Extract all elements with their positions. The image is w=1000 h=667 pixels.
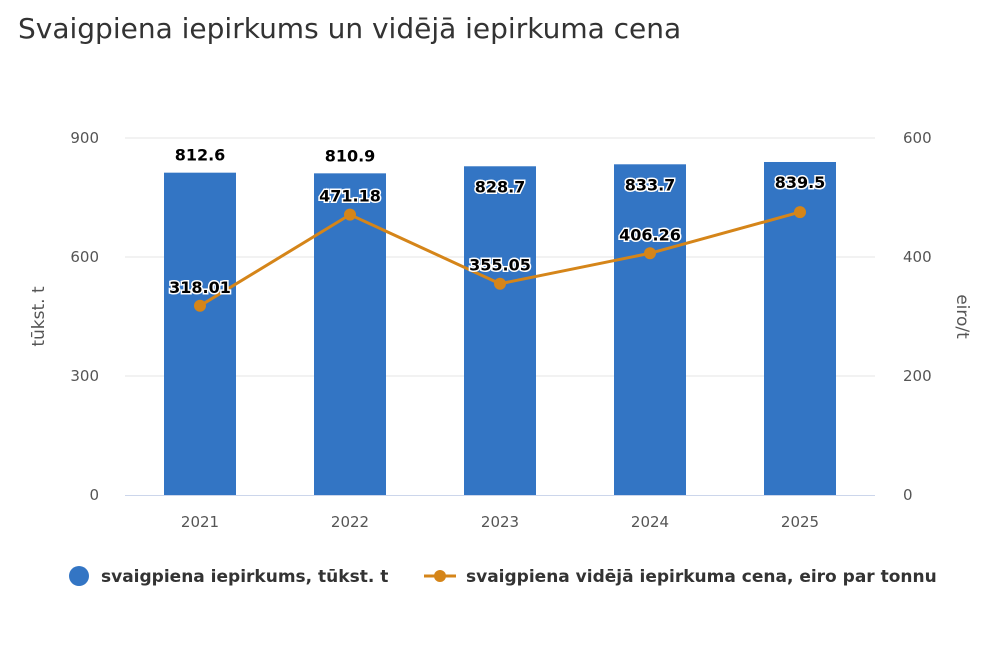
y-left-tick-label: 300 bbox=[70, 367, 99, 385]
x-tick-label: 2021 bbox=[181, 513, 219, 531]
line-point bbox=[194, 299, 206, 312]
data-labels: 812.6 810.9 828.7 833.7 839.5 318.01 471.18 355… bbox=[168, 146, 827, 299]
line-point bbox=[494, 277, 506, 290]
x-tick-label: 2022 bbox=[331, 513, 369, 531]
bar bbox=[164, 172, 236, 495]
line-data-label: 355.05 bbox=[469, 256, 531, 275]
line-point bbox=[794, 206, 806, 219]
bar-data-label: 828.7 bbox=[475, 177, 526, 196]
legend: svaigpiena iepirkums, tūkst. t svaigpiena… bbox=[69, 566, 937, 587]
legend-line-dot bbox=[434, 570, 446, 582]
bar-data-label: 812.6 bbox=[175, 146, 226, 165]
bar bbox=[464, 166, 536, 495]
y-right-axis-title: eiro/t bbox=[952, 294, 972, 339]
line-series bbox=[194, 206, 806, 312]
bar-data-label: 833.7 bbox=[625, 175, 676, 194]
y-left-tick-label: 0 bbox=[89, 486, 99, 504]
bar-data-label: 839.5 bbox=[775, 173, 826, 192]
y-right-tick-label: 600 bbox=[903, 129, 932, 147]
chart-title: Svaigpiena iepirkums un vidējā iepirkuma… bbox=[18, 12, 682, 45]
y-right-tick-label: 400 bbox=[903, 248, 932, 266]
x-tick-label: 2023 bbox=[481, 513, 519, 531]
line-data-label: 318.01 bbox=[169, 278, 231, 297]
line-data-label: 406.26 bbox=[619, 225, 681, 244]
y-right-tick-label: 200 bbox=[903, 367, 932, 385]
line-data-label: 471.18 bbox=[319, 187, 381, 206]
bar-series bbox=[164, 161, 836, 495]
line-point bbox=[344, 208, 356, 221]
legend-line-label: svaigpiena vidējā iepirkuma cena, eiro p… bbox=[466, 567, 937, 587]
y-right-tick-label: 0 bbox=[903, 486, 913, 504]
legend-bar-label: svaigpiena iepirkums, tūkst. t bbox=[101, 567, 388, 587]
y-left-axis-title: tūkst. t bbox=[29, 286, 49, 347]
legend-bar-marker bbox=[69, 566, 89, 586]
y-left-tick-label: 600 bbox=[70, 248, 99, 266]
bar bbox=[614, 164, 686, 495]
bar bbox=[314, 173, 386, 495]
bar-data-label: 810.9 bbox=[325, 146, 376, 165]
x-tick-label: 2025 bbox=[781, 513, 819, 531]
y-left-tick-label: 900 bbox=[70, 129, 99, 147]
axes: 0 300 600 900 0 200 400 600 2021 2022 2023 2024 2025… bbox=[29, 129, 972, 531]
x-tick-label: 2024 bbox=[631, 513, 669, 531]
line-point bbox=[644, 247, 656, 260]
